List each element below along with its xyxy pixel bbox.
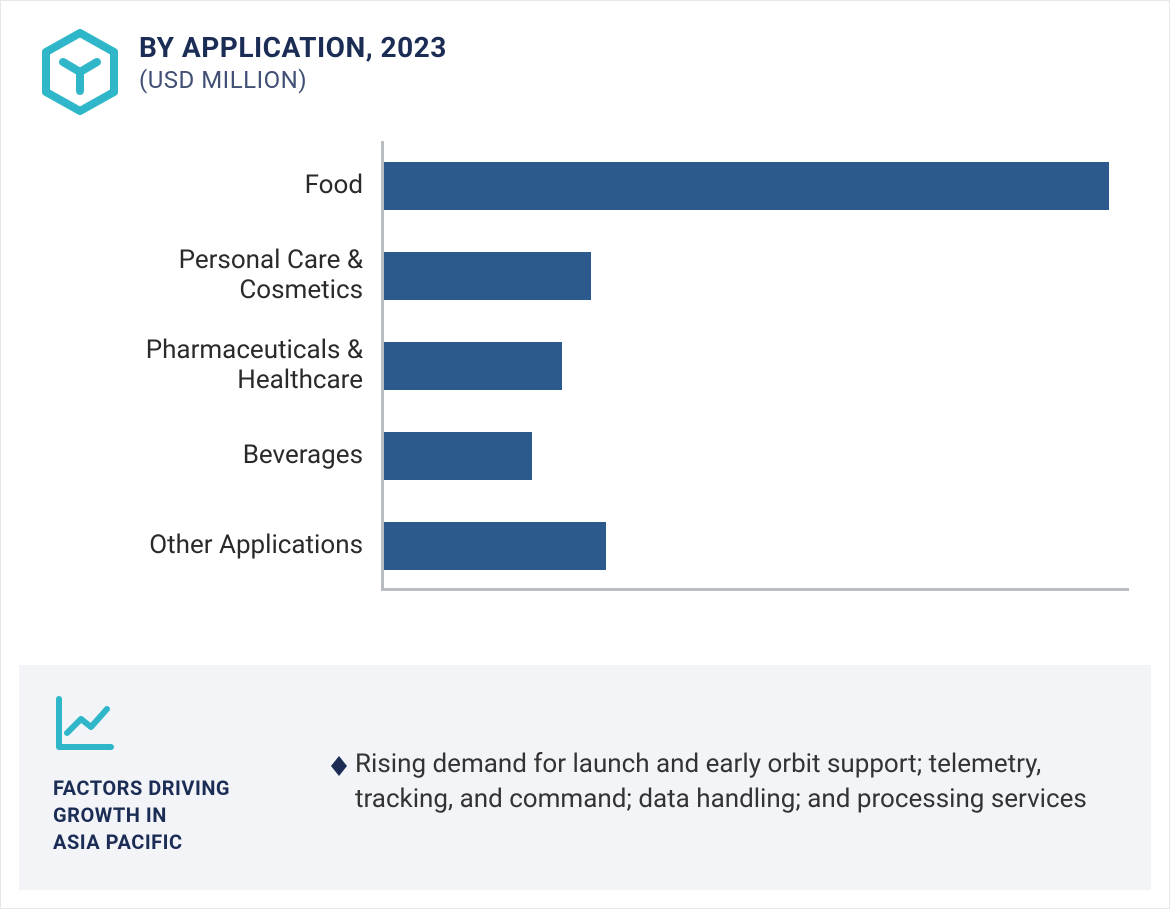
header-text: BY APPLICATION, 2023 (USD MILLION): [139, 29, 447, 94]
bar-row: [384, 411, 1129, 501]
bar-row: [384, 501, 1129, 591]
footer-heading-line: GROWTH IN: [53, 802, 293, 829]
header: BY APPLICATION, 2023 (USD MILLION): [1, 1, 1169, 131]
bar-row: [384, 231, 1129, 321]
bullet-text: Rising demand for launch and early orbit…: [355, 747, 1117, 817]
footer-heading-line: FACTORS DRIVING: [53, 775, 293, 802]
footer-panel: FACTORS DRIVING GROWTH IN ASIA PACIFIC R…: [19, 665, 1151, 890]
footer-left: FACTORS DRIVING GROWTH IN ASIA PACIFIC: [53, 693, 293, 856]
diamond-bullet-icon: [331, 756, 347, 776]
category-label: Pharmaceuticals &Healthcare: [146, 321, 363, 411]
bars-container: [384, 141, 1129, 591]
category-label: Beverages: [243, 411, 363, 501]
category-label: Other Applications: [149, 501, 363, 591]
bullet-item: Rising demand for launch and early orbit…: [331, 747, 1117, 817]
infographic-card: BY APPLICATION, 2023 (USD MILLION) FoodP…: [0, 0, 1170, 909]
footer-right: Rising demand for launch and early orbit…: [331, 693, 1117, 817]
line-chart-icon: [53, 693, 293, 757]
bar: [384, 342, 562, 390]
footer-heading-line: ASIA PACIFIC: [53, 829, 293, 856]
bar: [384, 432, 532, 480]
bar: [384, 522, 606, 570]
category-label: Food: [305, 141, 363, 231]
plot-area: [381, 141, 1129, 591]
footer-heading: FACTORS DRIVING GROWTH IN ASIA PACIFIC: [53, 775, 293, 856]
bar: [384, 162, 1109, 210]
category-label: Personal Care &Cosmetics: [179, 231, 363, 321]
chart-area: FoodPersonal Care &CosmeticsPharmaceutic…: [1, 131, 1169, 611]
chart-title: BY APPLICATION, 2023: [139, 31, 447, 64]
chart-subtitle: (USD MILLION): [139, 66, 447, 94]
bar: [384, 252, 591, 300]
cube-hex-icon: [41, 29, 119, 119]
y-axis-labels: FoodPersonal Care &CosmeticsPharmaceutic…: [41, 141, 381, 591]
bar-row: [384, 321, 1129, 411]
bar-row: [384, 141, 1129, 231]
